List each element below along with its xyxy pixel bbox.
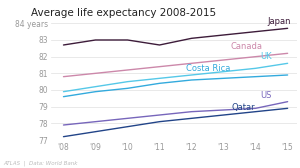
Text: Average life expectancy 2008-2015: Average life expectancy 2008-2015: [31, 8, 216, 18]
Text: Qatar: Qatar: [232, 103, 256, 113]
Text: Canada: Canada: [230, 42, 262, 51]
Text: Costa Rica: Costa Rica: [186, 64, 230, 73]
Text: UK: UK: [260, 52, 272, 61]
Text: US: US: [260, 91, 272, 100]
Text: Japan: Japan: [267, 17, 291, 26]
Text: ATLAS  |  Data: World Bank: ATLAS | Data: World Bank: [3, 161, 77, 166]
